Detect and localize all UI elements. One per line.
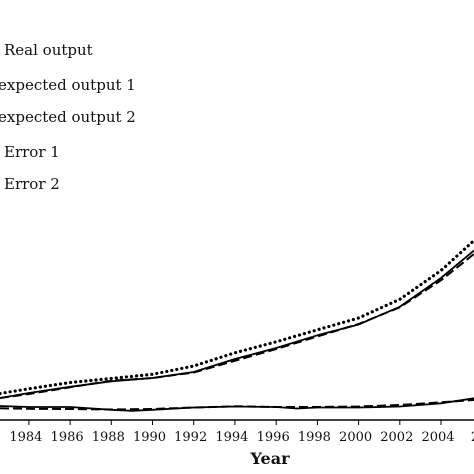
x-tick-label: 1984 [9, 430, 42, 445]
x-tick-label: 2000 [339, 430, 372, 445]
series-line-real-output [0, 249, 474, 399]
legend: Real output expected output 1 expected o… [0, 41, 136, 193]
legend-label-error-2: Error 2 [4, 175, 60, 193]
x-tick-label: 1996 [257, 430, 290, 445]
x-axis-ticks: 1984 1986 1988 1990 1992 1994 1996 1998 2000 2002… [9, 420, 474, 445]
legend-label-expected-output-2: expected output 2 [0, 108, 136, 126]
x-tick-label: 1988 [92, 430, 125, 445]
series-line-expected-output-1 [0, 238, 474, 396]
legend-label-real-output: Real output [4, 41, 93, 59]
x-tick-label: 1990 [133, 430, 166, 445]
x-tick-label: 1998 [298, 430, 331, 445]
x-tick-label: 2004 [421, 430, 454, 445]
series-line-expected-output-2 [0, 253, 474, 399]
x-tick-label: 2002 [380, 430, 413, 445]
x-tick-label: 1994 [215, 430, 248, 445]
legend-label-error-1: Error 1 [4, 143, 60, 161]
series-layer [0, 238, 474, 412]
series-line-error-2 [0, 399, 474, 411]
x-tick-label: 1992 [174, 430, 207, 445]
x-axis-title: Year [249, 449, 290, 468]
x-tick-label: 1986 [51, 430, 84, 445]
legend-label-expected-output-1: expected output 1 [0, 76, 136, 94]
x-tick-label: 20 [471, 430, 474, 445]
